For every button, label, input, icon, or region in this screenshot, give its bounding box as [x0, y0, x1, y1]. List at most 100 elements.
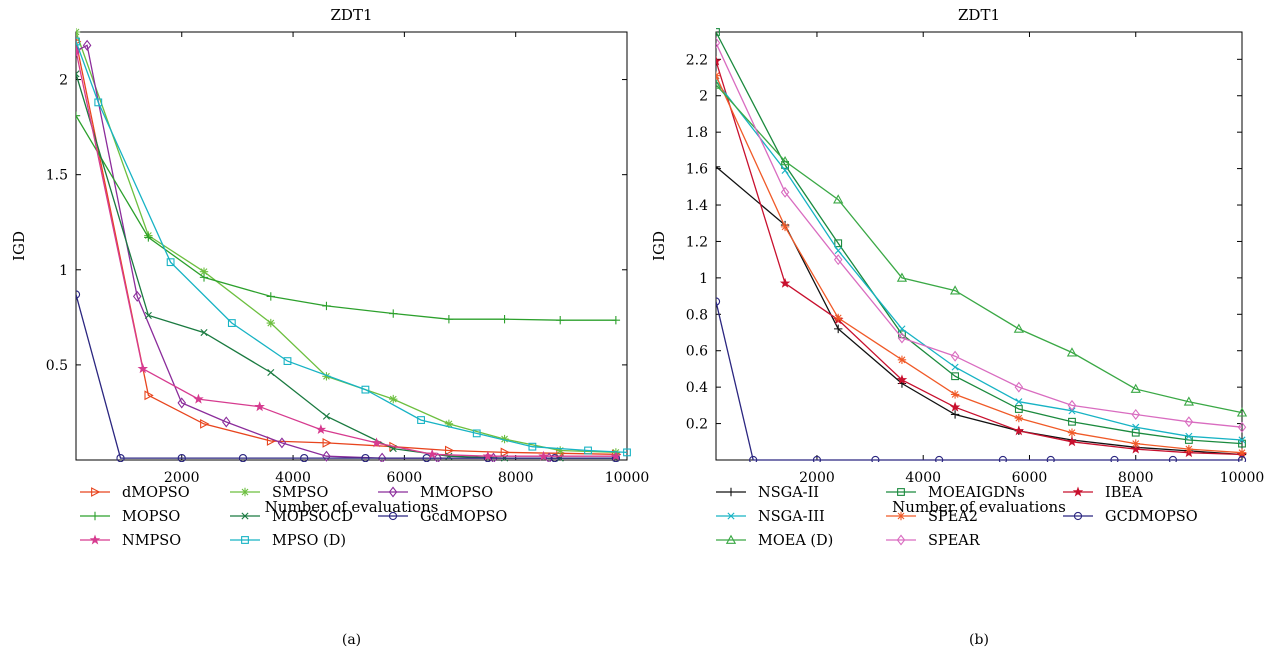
data-point	[322, 412, 330, 420]
legend-entry: SPEAR	[928, 533, 981, 549]
series-line-mmopso	[76, 44, 616, 459]
data-point	[76, 111, 81, 120]
legend-marker	[725, 534, 737, 544]
legend-marker	[896, 534, 906, 546]
data-point	[1014, 413, 1024, 423]
data-point	[716, 71, 721, 80]
data-point	[1131, 428, 1140, 437]
legend-entry: GCDMOPSO	[1105, 509, 1198, 525]
chart-panel-b: ZDT1 2000 4000 6000 8000 10000 0.2 0.4 0.6 0.8 1 1.…	[650, 6, 1264, 648]
data-point	[833, 194, 844, 204]
legend-entry: MOPSO	[122, 509, 180, 525]
series-line-moeaigdns	[716, 31, 1243, 445]
data-point	[1068, 417, 1076, 426]
data-point	[482, 450, 494, 461]
data-point	[1067, 399, 1077, 411]
data-point	[998, 455, 1008, 462]
legend-entry: IBEA	[1105, 485, 1143, 501]
y-tick-label: 2	[699, 89, 708, 105]
legend: dMOPSO SMPSO MMOPSO MOPSO MOPSOCD GcdMOPSO NMP…	[80, 485, 507, 549]
legend-marker	[1073, 511, 1083, 521]
y-tick-label: 1.5	[46, 168, 68, 184]
data-point	[1015, 398, 1023, 406]
data-point	[896, 272, 908, 282]
legend-marker	[89, 534, 101, 545]
data-point	[283, 357, 292, 365]
data-point	[781, 166, 789, 174]
legend-entry: MOEA (D)	[758, 533, 833, 549]
data-point	[166, 258, 175, 267]
data-point	[949, 401, 961, 412]
y-tick-label: 0.5	[46, 358, 68, 374]
data-point	[556, 315, 565, 325]
data-point	[426, 448, 438, 459]
data-point	[950, 350, 960, 362]
data-point	[315, 424, 327, 435]
data-point	[716, 55, 722, 66]
y-axis-label: IGD	[650, 231, 668, 261]
data-point	[444, 419, 454, 429]
data-point	[238, 453, 248, 462]
data-point	[144, 390, 154, 401]
data-point	[277, 437, 287, 449]
panel-label: (b)	[969, 632, 989, 648]
series-line-dmopso	[76, 41, 616, 455]
data-point	[322, 301, 331, 311]
data-point	[780, 186, 790, 198]
data-point	[1110, 455, 1119, 462]
legend-marker	[1072, 486, 1084, 497]
data-point	[266, 292, 275, 301]
panel-label: (a)	[342, 632, 361, 648]
data-point	[361, 453, 370, 462]
data-point	[76, 37, 80, 46]
data-point	[1131, 408, 1141, 420]
data-point	[500, 434, 509, 444]
data-point	[1237, 448, 1247, 457]
data-point	[1185, 432, 1193, 440]
data-point	[1013, 323, 1024, 333]
series-line-gcdmopso	[76, 294, 616, 459]
chart-title: ZDT1	[958, 6, 1000, 24]
data-point	[896, 374, 908, 385]
data-point	[1046, 455, 1055, 462]
legend-entry: dMOPSO	[122, 485, 190, 501]
data-point	[322, 437, 332, 448]
data-point	[199, 273, 209, 282]
data-point	[716, 162, 721, 171]
legend-marker	[388, 486, 398, 498]
y-tick-label: 1.8	[686, 125, 708, 141]
data-point	[1130, 443, 1141, 454]
data-point	[1067, 428, 1077, 437]
legend-marker	[726, 487, 736, 497]
data-point	[222, 416, 231, 428]
data-point	[556, 446, 565, 455]
data-point	[322, 450, 331, 462]
x-tick-label: 4000	[905, 470, 941, 486]
chart-panel-a: ZDT1 2000 4000 6000 8000 10000 0.5 1 1.5 2 Number …	[10, 6, 649, 648]
y-tick-label: 1.6	[686, 162, 708, 178]
data-point	[749, 455, 758, 462]
data-point	[177, 397, 187, 409]
series-line-mpso-d-	[76, 41, 628, 454]
data-point	[76, 28, 81, 37]
data-point	[779, 277, 791, 288]
series-group	[76, 28, 631, 462]
y-tick-label: 0.8	[686, 307, 708, 323]
data-point	[1238, 436, 1246, 444]
legend-marker	[241, 536, 249, 544]
data-point	[610, 450, 622, 461]
data-point	[949, 285, 961, 295]
data-point	[779, 155, 791, 166]
plot-area-frame	[75, 31, 628, 461]
x-tick-label: 10000	[605, 470, 650, 486]
data-point	[623, 448, 631, 457]
data-point	[500, 447, 510, 458]
data-point	[716, 37, 721, 49]
legend-marker	[91, 487, 101, 497]
series-line-spear	[716, 42, 1243, 428]
data-point	[611, 315, 621, 325]
series-line-mopso	[76, 115, 616, 321]
data-point	[528, 442, 537, 451]
data-point	[1184, 444, 1194, 454]
series-line-gcdmopso	[716, 301, 1242, 461]
